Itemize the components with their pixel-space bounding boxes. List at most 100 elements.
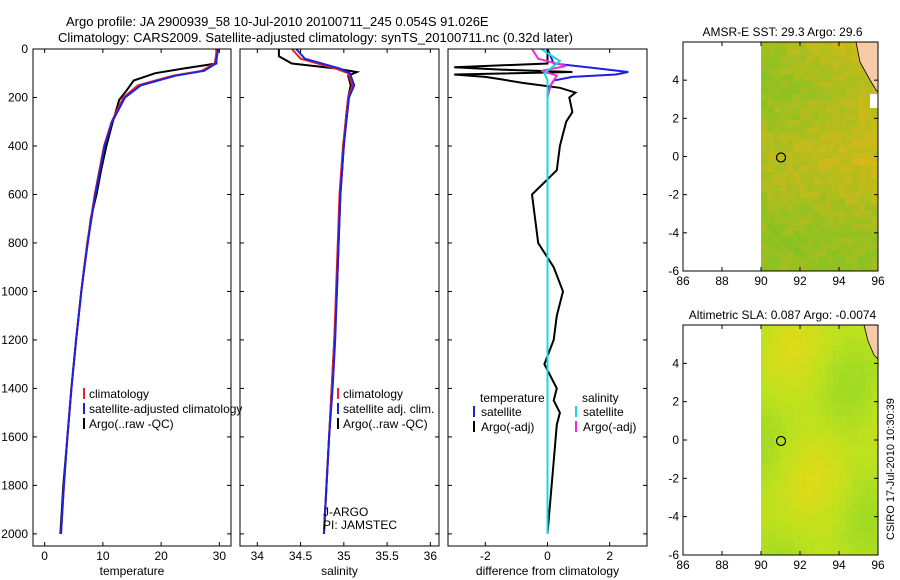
sla-cell: [852, 487, 859, 495]
sla-cell: [865, 500, 872, 508]
sla-cell: [839, 390, 846, 397]
sla-cell: [806, 390, 814, 397]
sst-cell: [865, 185, 872, 192]
sla-cell: [852, 494, 859, 501]
sst-cell: [845, 81, 853, 88]
sst-cell: [852, 107, 859, 114]
sst-cell: [858, 198, 866, 205]
temperature-xtick-label: 30: [213, 549, 227, 563]
sla-cell: [839, 377, 846, 384]
sla-cell: [832, 455, 840, 462]
sla-cell: [865, 526, 872, 534]
sla-cell: [845, 520, 853, 527]
sst-cell: [832, 42, 840, 49]
sst-cell: [832, 48, 840, 56]
sst-cell: [761, 48, 768, 56]
sla-cell: [813, 520, 820, 527]
sst-xtick-label: 96: [871, 274, 885, 288]
sla-cell: [767, 494, 775, 501]
sst-cell: [858, 68, 866, 75]
sst-cell: [787, 152, 794, 160]
sst-cell: [787, 269, 794, 271]
sla-cell: [852, 474, 859, 482]
sla-cell: [806, 357, 814, 365]
sla-cell: [845, 474, 853, 482]
sst-cell: [806, 81, 814, 88]
sst-cell: [813, 178, 820, 186]
sst-cell: [832, 81, 840, 88]
sla-cell: [761, 481, 768, 488]
sst-cell: [858, 211, 866, 218]
sst-cell: [813, 250, 820, 257]
sst-cell: [774, 113, 781, 121]
sst-cell: [774, 133, 781, 140]
sla-cell: [761, 351, 768, 358]
sst-cell: [800, 94, 807, 101]
sst-cell: [832, 120, 840, 127]
sla-cell: [800, 377, 807, 384]
difference-xtick-label: 0: [544, 549, 551, 563]
sst-cell: [780, 191, 788, 199]
sst-cell: [780, 250, 788, 257]
sst-cell: [813, 198, 820, 205]
sla-cell: [813, 487, 820, 495]
sla-cell: [806, 455, 814, 462]
sla-cell: [839, 448, 846, 456]
sst-cell: [845, 146, 853, 153]
sla-cell: [761, 364, 768, 371]
sla-cell: [819, 500, 827, 508]
sla-cell: [767, 539, 775, 547]
sla-cell: [839, 500, 846, 508]
sst-cell: [839, 126, 846, 134]
sla-cell: [839, 481, 846, 488]
sla-cell: [780, 455, 788, 462]
sla-cell: [774, 364, 781, 371]
sst-cell: [845, 230, 853, 238]
sst-cell: [800, 68, 807, 75]
sst-cell: [852, 185, 859, 192]
sla-cell: [839, 325, 846, 332]
temperature-legend-label: satellite-adjusted climatology: [89, 402, 242, 416]
sla-cell: [780, 448, 788, 456]
sla-cell: [793, 364, 801, 371]
sla-cell: [865, 461, 872, 469]
sla-cell: [800, 526, 807, 534]
sla-cell: [780, 546, 788, 553]
sla-cell: [800, 396, 807, 404]
sla-cell: [871, 494, 878, 501]
sla-cell: [845, 539, 853, 547]
sla-cell: [806, 539, 814, 547]
sla-cell: [774, 403, 781, 410]
sla-cell: [819, 357, 827, 365]
sla-cell: [819, 442, 827, 449]
sst-cell: [780, 120, 788, 127]
sla-cell: [761, 533, 768, 540]
sst-cell: [858, 74, 866, 82]
sst-cell: [858, 152, 866, 160]
sst-cell: [774, 172, 781, 179]
sst-cell: [800, 100, 807, 108]
sla-cell: [787, 448, 794, 456]
sla-cell: [780, 344, 788, 352]
sla-cell: [780, 422, 788, 430]
sst-cell: [852, 237, 859, 244]
depth-tick-label: 1600: [1, 430, 28, 444]
sla-cell: [793, 422, 801, 430]
sst-cell: [780, 133, 788, 140]
sla-cell: [813, 442, 820, 449]
sst-cell: [761, 146, 768, 153]
sla-cell: [845, 481, 853, 488]
sst-cell: [865, 243, 872, 251]
sla-cell: [858, 344, 866, 352]
sla-cell: [774, 533, 781, 540]
sla-cell: [832, 494, 840, 501]
sla-cell: [793, 403, 801, 410]
sst-cell: [813, 159, 820, 166]
sla-cell: [813, 409, 820, 417]
sla-cell: [793, 377, 801, 384]
sla-cell: [787, 455, 794, 462]
sla-cell: [813, 403, 820, 410]
sst-cell: [780, 224, 788, 231]
sst-cell: [839, 185, 846, 192]
sst-cell: [787, 263, 794, 270]
